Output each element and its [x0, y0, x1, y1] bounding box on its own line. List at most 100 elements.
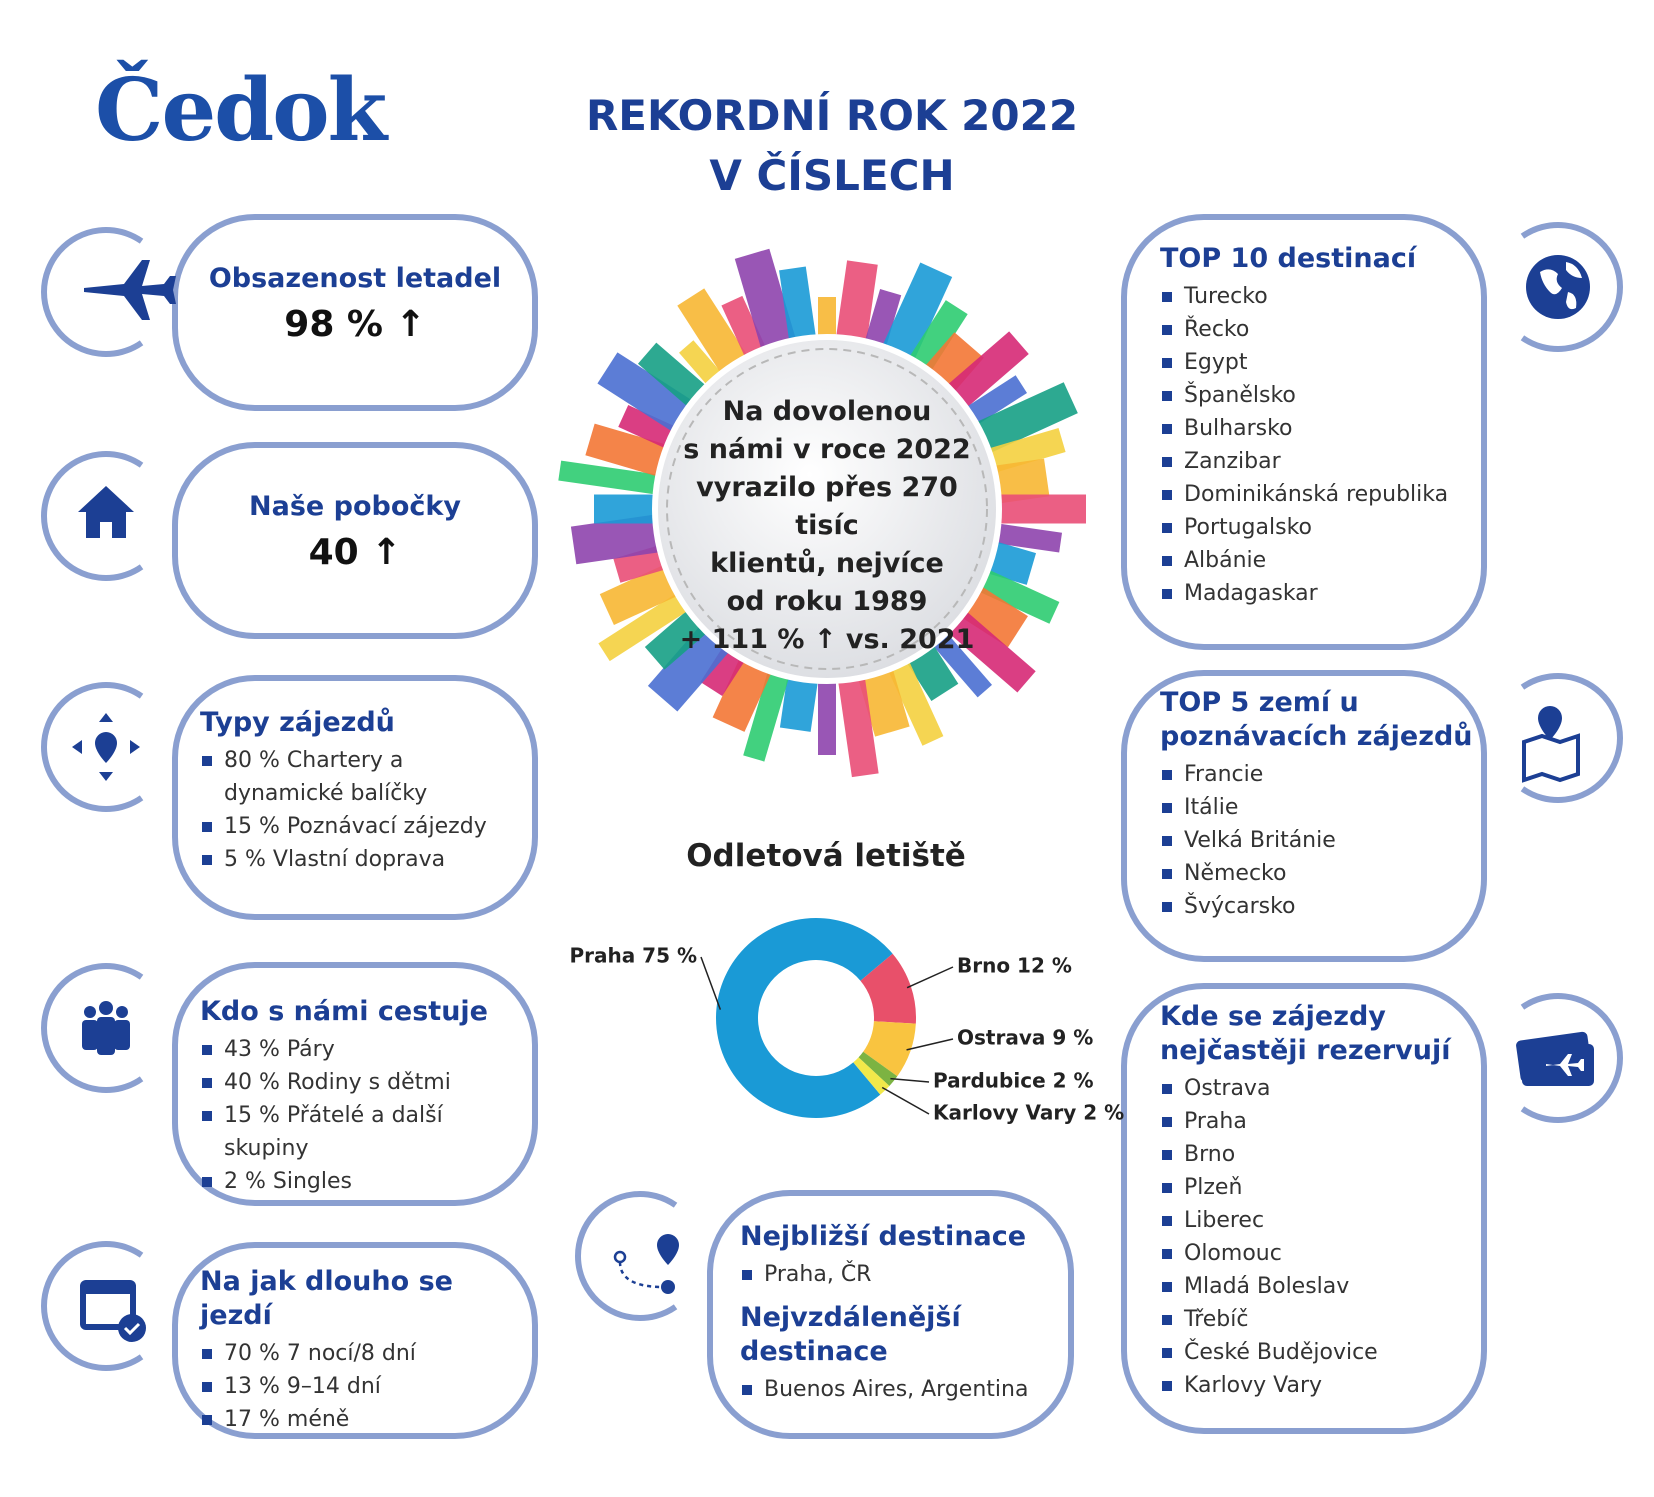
landmark — [585, 423, 677, 480]
box-title: Obsazenost letadel — [208, 263, 502, 294]
box-frame — [707, 1190, 1074, 1439]
icon-frame — [575, 1191, 678, 1321]
box-title: Na jak dlouho se jezdí — [200, 1266, 453, 1331]
list-item: Švýcarsko — [1160, 890, 1480, 923]
list: 80 % Chartery a dynamické balíčky 15 % Po… — [200, 744, 520, 876]
landmark — [597, 352, 701, 437]
chart-title: Odletová letiště — [686, 838, 966, 874]
icon-frame — [41, 963, 144, 1093]
landmark — [779, 266, 818, 351]
center-dash — [666, 348, 988, 670]
list: 70 % 7 nocí/8 dní 13 % 9–14 dní 17 % méně — [200, 1337, 520, 1436]
list-item: Francie — [1160, 758, 1480, 791]
list-item: Německo — [1160, 857, 1480, 890]
data-label: Praha 75 % — [569, 944, 697, 968]
box-text: Typy zájezdů 80 % Chartery a dynamické ba… — [200, 706, 520, 876]
box-title: TOP 10 destinací — [1160, 243, 1417, 274]
list-item: Bulharsko — [1160, 412, 1460, 445]
landmark — [940, 604, 1036, 693]
box-text: Kde se zájezdy nejčastěji rezervují Ostra… — [1160, 1000, 1460, 1402]
box-text: TOP 5 zemí u poznávacích zájezdů Francie I… — [1160, 686, 1480, 923]
center-text: Na dovolenou s námi v roce 2022 vyrazilo p… — [667, 393, 987, 659]
landmark — [836, 667, 879, 778]
destinations: Nejbližší destinace Praha, ČR Nejvzdáleněj… — [740, 1220, 1060, 1406]
list: Francie Itálie Velká Británie Německo Švýcar… — [1160, 758, 1480, 923]
landmark — [818, 671, 836, 755]
landmark — [594, 494, 665, 524]
landmark — [743, 661, 792, 762]
list-item: 15 % Poznávací zájezdy — [200, 810, 520, 843]
list-item: 5 % Vlastní doprava — [200, 843, 520, 876]
list-item: 13 % 9–14 dní — [200, 1370, 520, 1403]
icon-frame — [41, 682, 144, 812]
center-circle — [652, 334, 1002, 684]
leader-line — [881, 1086, 930, 1115]
landmark — [734, 248, 799, 359]
center-line: s námi v roce 2022 — [683, 434, 971, 465]
list-item: Brno — [1160, 1138, 1460, 1171]
icon-frame — [1520, 993, 1623, 1123]
box-title: Kdo s námi cestuje — [200, 996, 488, 1027]
landmark — [677, 288, 753, 382]
list-item: Praha, ČR — [740, 1258, 1060, 1291]
landmark — [925, 625, 993, 698]
list-item: České Budějovice — [1160, 1336, 1460, 1369]
donut-segment — [860, 953, 916, 1024]
icon-location — [72, 713, 140, 781]
list-item: Karlovy Vary — [1160, 1369, 1460, 1402]
list-item: Egypt — [1160, 346, 1460, 379]
center-line: od roku 1989 — [726, 586, 928, 617]
donut-segment — [716, 918, 893, 1118]
list-item: 2 % Singles — [200, 1165, 530, 1198]
landmark — [903, 300, 968, 380]
list-item: Turecko — [1160, 280, 1460, 313]
donut-chart: Praha 75 % Brno 12 % Ostrava 9 % Pardubice … — [569, 918, 1124, 1125]
icon-plane — [84, 260, 176, 320]
icons — [72, 255, 1594, 1342]
list-item: Itálie — [1160, 791, 1480, 824]
list-item: Zanzibar — [1160, 445, 1460, 478]
list-item: Albánie — [1160, 544, 1460, 577]
landmark — [599, 560, 687, 625]
center-line: vyrazilo přes 270 tisíc — [696, 472, 958, 541]
center-line: klientů, nejvíce — [710, 548, 944, 579]
landmark — [570, 513, 670, 565]
icon-frame — [41, 1241, 144, 1371]
box-title: Naše pobočky — [249, 491, 461, 522]
list-item: 40 % Rodiny s dětmi — [200, 1066, 530, 1099]
page-title: REKORDNÍ ROK 2022 V ČÍSLECH — [532, 86, 1132, 206]
list-item: 80 % Chartery a dynamické balíčky — [200, 744, 520, 810]
list-item: 15 % Přátelé a další skupiny — [200, 1099, 530, 1165]
box-text: Obsazenost letadel 98 % ↑ — [180, 262, 530, 345]
box-frame — [1121, 214, 1487, 650]
icon-frame — [1520, 673, 1623, 803]
icon-frame — [1520, 222, 1623, 352]
box-frame — [172, 214, 538, 411]
box-text: Naše pobočky 40 ↑ — [180, 490, 530, 573]
icon-globe — [1526, 255, 1590, 319]
landmark — [985, 522, 1063, 553]
list-item: Praha — [1160, 1105, 1460, 1138]
box-frame — [172, 1242, 538, 1439]
landmark — [989, 494, 1086, 524]
list-item: Mladá Boleslav — [1160, 1270, 1460, 1303]
box-title: Typy zájezdů — [200, 707, 395, 738]
landmark — [598, 587, 697, 662]
donut-segment — [858, 1051, 898, 1086]
box-frame — [1121, 670, 1487, 962]
box-text: Na jak dlouho se jezdí 70 % 7 nocí/8 dní 1… — [200, 1265, 520, 1436]
icon-route — [613, 1234, 679, 1294]
list: Ostrava Praha Brno Plzeň Liberec Olomouc Mladá… — [1160, 1072, 1460, 1402]
landmark — [883, 651, 944, 746]
box-frame — [172, 442, 538, 639]
box-value: 40 ↑ — [308, 532, 402, 573]
box-frame — [1121, 983, 1487, 1434]
icon-map — [1522, 706, 1580, 783]
landmark — [834, 260, 878, 351]
data-label: Ostrava 9 % — [957, 1026, 1093, 1050]
box-frame — [172, 962, 538, 1206]
list: Turecko Řecko Egypt Španělsko Bulharsko Zanzi… — [1160, 280, 1460, 610]
landmark — [967, 382, 1078, 458]
